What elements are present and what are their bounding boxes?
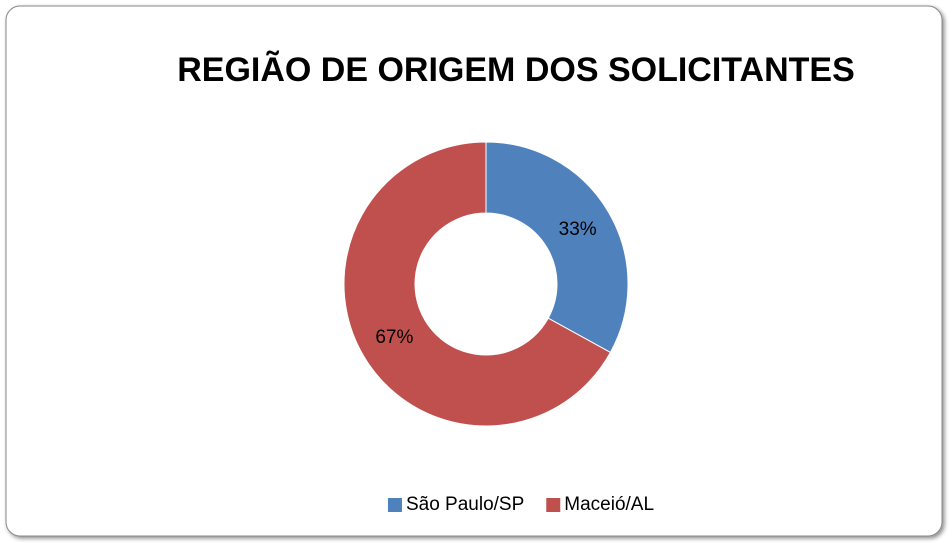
legend-label: Maceió/AL (564, 494, 654, 515)
legend-swatch (546, 498, 561, 512)
donut-slice (485, 141, 629, 354)
data-label: 33% (559, 219, 597, 240)
data-label: 67% (375, 327, 413, 348)
legend-label: São Paulo/SP (406, 494, 524, 515)
chart-frame (5, 5, 943, 537)
legend-swatch (387, 498, 402, 512)
donut-slice (343, 141, 612, 427)
chart-title: REGIÃO DE ORIGEM DOS SOLICITANTES (177, 51, 855, 89)
